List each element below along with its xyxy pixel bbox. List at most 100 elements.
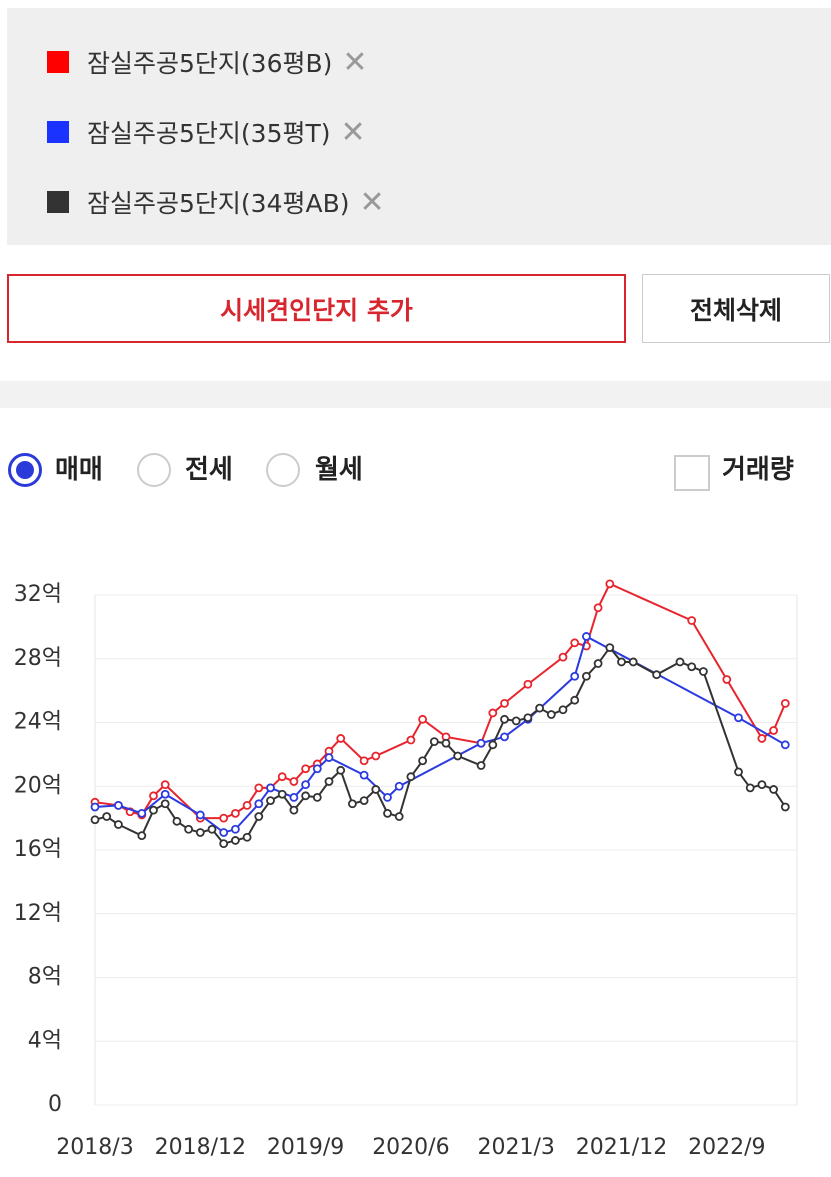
point bbox=[500, 698, 509, 708]
x-tick-label: 2021/12 bbox=[576, 1135, 667, 1160]
point bbox=[546, 710, 556, 719]
y-tick-label: 12억 bbox=[14, 901, 62, 926]
point bbox=[90, 815, 100, 825]
add-button[interactable]: 시세견인단지 추가 bbox=[7, 274, 626, 343]
point bbox=[582, 632, 591, 641]
point bbox=[324, 753, 334, 762]
point bbox=[371, 785, 381, 794]
color-swatch bbox=[47, 51, 69, 73]
point bbox=[406, 735, 416, 745]
point bbox=[757, 734, 767, 743]
point bbox=[593, 659, 603, 668]
point bbox=[254, 799, 264, 809]
point bbox=[675, 657, 685, 667]
x-tick-label: 2022/9 bbox=[688, 1135, 765, 1160]
point bbox=[289, 793, 299, 802]
point bbox=[383, 793, 392, 802]
point bbox=[359, 796, 369, 805]
point bbox=[582, 671, 591, 681]
volume-label: 거래량 bbox=[722, 455, 794, 485]
comparison-list: 잠실주공5단지(36평B) ✕ 잠실주공5단지(35평T) ✕ 잠실주공5단지(34평A… bbox=[7, 8, 831, 245]
point bbox=[734, 767, 743, 777]
y-tick-label: 4억 bbox=[28, 1028, 62, 1053]
point bbox=[160, 780, 170, 790]
point bbox=[137, 808, 147, 818]
x-tick-label: 2020/6 bbox=[372, 1135, 449, 1160]
point bbox=[605, 643, 615, 652]
comparison-item: 잠실주공5단지(34평AB) ✕ bbox=[47, 182, 385, 222]
radio-button[interactable] bbox=[266, 453, 300, 487]
point bbox=[242, 800, 252, 810]
point bbox=[500, 714, 509, 724]
point bbox=[312, 764, 322, 774]
point bbox=[558, 705, 568, 715]
point bbox=[266, 796, 275, 805]
chart: 0 4억 8억 12억 16억 20억 24억 28억 32억 2018/3 2018/12 2019… bbox=[14, 579, 798, 1160]
point bbox=[371, 751, 381, 761]
y-tick-label: 32억 bbox=[14, 582, 62, 607]
point bbox=[254, 812, 264, 821]
point bbox=[476, 761, 486, 770]
point bbox=[114, 820, 123, 829]
y-tick-label: 20억 bbox=[14, 773, 62, 798]
point bbox=[570, 695, 580, 705]
point bbox=[266, 783, 275, 793]
point bbox=[230, 808, 240, 818]
point bbox=[230, 836, 240, 845]
x-tick-label: 2019/9 bbox=[267, 1135, 344, 1160]
point bbox=[347, 799, 357, 809]
radio-button[interactable] bbox=[137, 453, 171, 487]
point bbox=[242, 832, 252, 842]
item-label: 잠실주공5단지(35평T) bbox=[87, 119, 331, 148]
point bbox=[324, 777, 334, 786]
x-tick-label: 2018/12 bbox=[155, 1135, 246, 1160]
point bbox=[734, 713, 743, 723]
point bbox=[476, 738, 486, 748]
point bbox=[780, 740, 790, 750]
y-tick-label: 24억 bbox=[14, 710, 62, 735]
point bbox=[219, 839, 229, 849]
point bbox=[523, 679, 533, 689]
point bbox=[453, 751, 463, 761]
series-line bbox=[94, 582, 787, 820]
point bbox=[418, 756, 428, 766]
point bbox=[114, 800, 123, 810]
clear-button[interactable]: 전체삭제 bbox=[642, 274, 830, 343]
remove-icon[interactable]: ✕ bbox=[342, 44, 368, 80]
point bbox=[184, 824, 194, 834]
point bbox=[523, 713, 533, 723]
point bbox=[160, 789, 170, 799]
item-label: 잠실주공5단지(36평B) bbox=[87, 49, 333, 78]
color-swatch bbox=[47, 121, 69, 143]
point bbox=[617, 657, 626, 667]
point bbox=[780, 802, 790, 812]
point bbox=[219, 813, 229, 823]
volume-checkbox[interactable] bbox=[674, 455, 710, 491]
point bbox=[687, 662, 697, 672]
point bbox=[312, 793, 322, 802]
point bbox=[359, 770, 369, 780]
remove-icon[interactable]: ✕ bbox=[340, 114, 366, 150]
point bbox=[652, 670, 661, 680]
point bbox=[172, 816, 182, 826]
point bbox=[137, 831, 147, 841]
point bbox=[149, 805, 158, 815]
point bbox=[195, 810, 205, 820]
point bbox=[359, 756, 369, 766]
y-tick-label: 8억 bbox=[28, 965, 62, 990]
point bbox=[441, 738, 451, 748]
point bbox=[757, 780, 767, 790]
comparison-item: 잠실주공5단지(36평B) ✕ bbox=[47, 42, 368, 82]
point bbox=[336, 734, 346, 743]
color-swatch bbox=[47, 191, 69, 213]
remove-icon[interactable]: ✕ bbox=[359, 184, 385, 220]
point bbox=[219, 828, 229, 837]
point bbox=[769, 785, 778, 794]
y-tick-label: 28억 bbox=[14, 646, 62, 671]
point bbox=[500, 732, 509, 742]
radio-button[interactable] bbox=[8, 453, 42, 487]
point bbox=[535, 703, 544, 713]
point bbox=[195, 828, 205, 837]
point bbox=[418, 714, 428, 724]
point bbox=[488, 740, 498, 750]
